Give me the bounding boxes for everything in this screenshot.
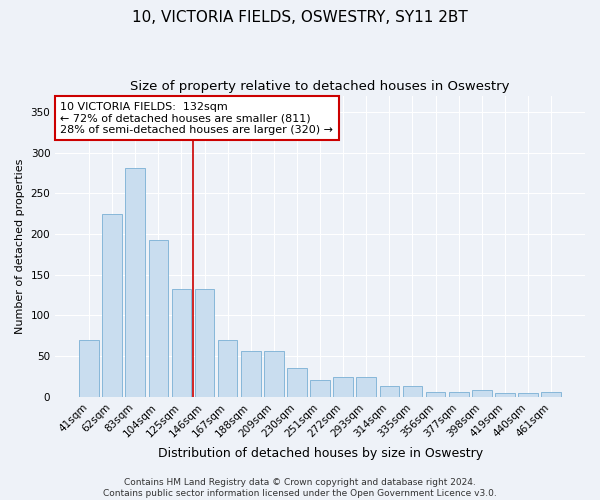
- Bar: [149, 240, 168, 397]
- Bar: [125, 168, 145, 397]
- Text: Contains HM Land Registry data © Crown copyright and database right 2024.
Contai: Contains HM Land Registry data © Crown c…: [103, 478, 497, 498]
- Text: 10 VICTORIA FIELDS:  132sqm
← 72% of detached houses are smaller (811)
28% of se: 10 VICTORIA FIELDS: 132sqm ← 72% of deta…: [61, 102, 334, 135]
- Bar: [287, 368, 307, 397]
- Bar: [103, 214, 122, 397]
- Text: 10, VICTORIA FIELDS, OSWESTRY, SY11 2BT: 10, VICTORIA FIELDS, OSWESTRY, SY11 2BT: [132, 10, 468, 25]
- Bar: [495, 393, 515, 397]
- Bar: [426, 392, 445, 397]
- Bar: [518, 393, 538, 397]
- Bar: [449, 392, 469, 397]
- Bar: [403, 386, 422, 397]
- Bar: [310, 380, 330, 397]
- Y-axis label: Number of detached properties: Number of detached properties: [15, 158, 25, 334]
- Bar: [356, 376, 376, 397]
- Bar: [195, 288, 214, 397]
- Bar: [218, 340, 238, 397]
- Bar: [241, 350, 260, 397]
- Bar: [472, 390, 491, 397]
- Bar: [380, 386, 399, 397]
- Bar: [172, 288, 191, 397]
- Bar: [541, 392, 561, 397]
- X-axis label: Distribution of detached houses by size in Oswestry: Distribution of detached houses by size …: [158, 447, 482, 460]
- Title: Size of property relative to detached houses in Oswestry: Size of property relative to detached ho…: [130, 80, 510, 93]
- Bar: [264, 350, 284, 397]
- Bar: [334, 376, 353, 397]
- Bar: [79, 340, 99, 397]
